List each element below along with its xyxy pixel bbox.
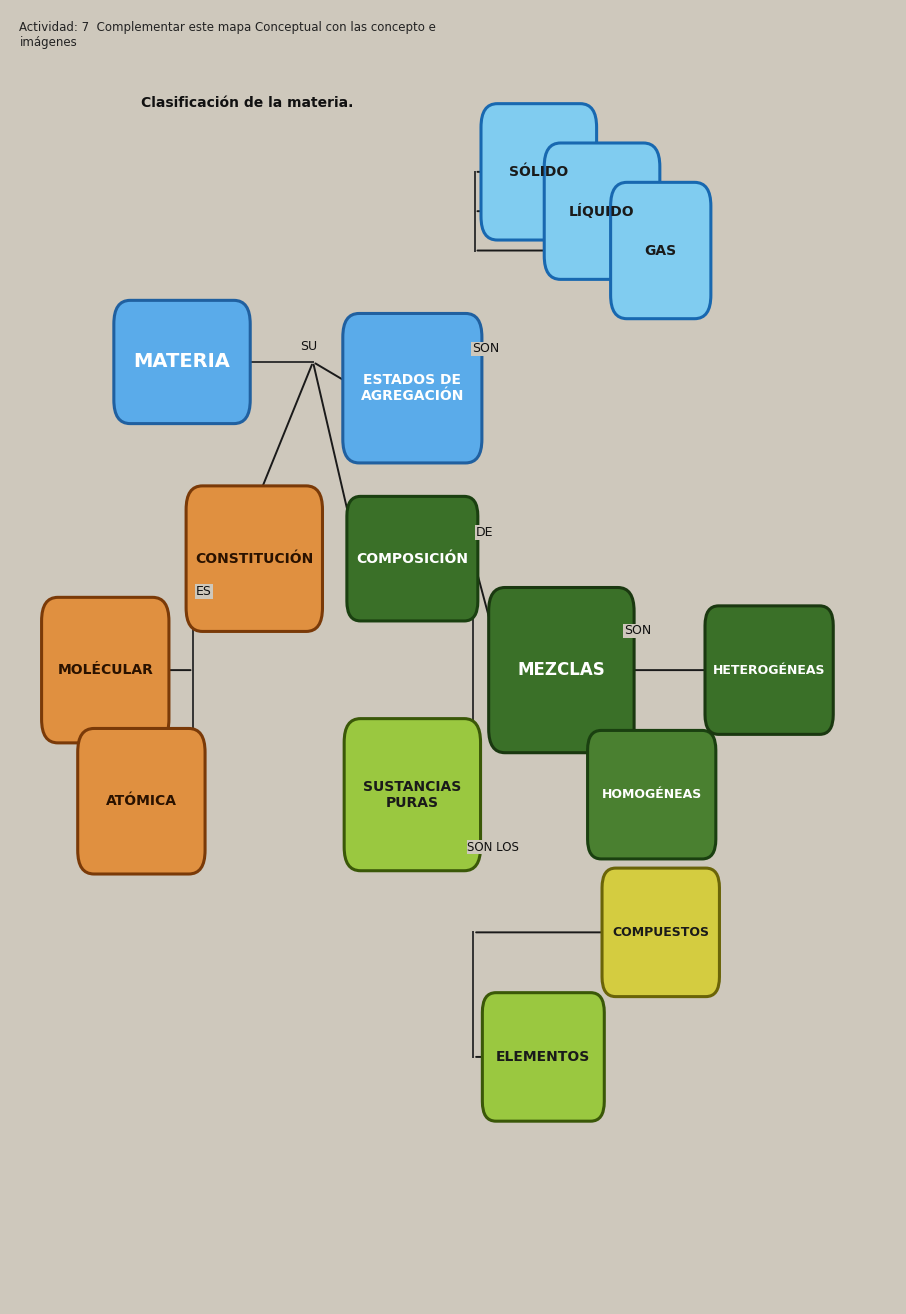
FancyBboxPatch shape xyxy=(482,992,604,1121)
FancyBboxPatch shape xyxy=(347,497,477,622)
FancyBboxPatch shape xyxy=(481,104,597,240)
FancyBboxPatch shape xyxy=(186,486,323,632)
Text: ESTADOS DE
AGREGACIÓN: ESTADOS DE AGREGACIÓN xyxy=(361,373,464,403)
FancyBboxPatch shape xyxy=(78,728,205,874)
FancyBboxPatch shape xyxy=(588,731,716,859)
FancyBboxPatch shape xyxy=(705,606,834,735)
FancyBboxPatch shape xyxy=(42,598,169,742)
Text: MOLÉCULAR: MOLÉCULAR xyxy=(57,664,153,677)
Text: ATÓMICA: ATÓMICA xyxy=(106,794,177,808)
Text: COMPOSICIÓN: COMPOSICIÓN xyxy=(356,552,468,565)
Text: MATERIA: MATERIA xyxy=(133,352,230,372)
Text: Clasificación de la materia.: Clasificación de la materia. xyxy=(141,96,353,110)
Text: SON: SON xyxy=(472,343,499,355)
Text: DE: DE xyxy=(476,526,493,539)
Text: SÓLIDO: SÓLIDO xyxy=(509,164,568,179)
Text: SU: SU xyxy=(300,340,317,352)
Text: SON: SON xyxy=(624,624,651,637)
FancyBboxPatch shape xyxy=(488,587,634,753)
Text: SON LOS: SON LOS xyxy=(467,841,519,854)
FancyBboxPatch shape xyxy=(344,719,480,871)
Text: ES: ES xyxy=(197,585,212,598)
Text: ELEMENTOS: ELEMENTOS xyxy=(496,1050,591,1064)
FancyBboxPatch shape xyxy=(342,314,482,463)
Text: COMPUESTOS: COMPUESTOS xyxy=(612,926,709,940)
Text: SUSTANCIAS
PURAS: SUSTANCIAS PURAS xyxy=(363,779,461,809)
Text: MEZCLAS: MEZCLAS xyxy=(517,661,605,679)
Text: Actividad: 7  Complementar este mapa Conceptual con las concepto e
imágenes: Actividad: 7 Complementar este mapa Conc… xyxy=(19,21,437,49)
Text: HOMOGÉNEAS: HOMOGÉNEAS xyxy=(602,788,702,802)
FancyBboxPatch shape xyxy=(611,183,711,319)
FancyBboxPatch shape xyxy=(114,301,250,423)
Text: CONSTITUCIÓN: CONSTITUCIÓN xyxy=(195,552,313,565)
Text: LÍQUIDO: LÍQUIDO xyxy=(569,204,635,218)
Text: GAS: GAS xyxy=(645,243,677,258)
FancyBboxPatch shape xyxy=(545,143,660,280)
FancyBboxPatch shape xyxy=(602,869,719,996)
Text: HETEROGÉNEAS: HETEROGÉNEAS xyxy=(713,664,825,677)
